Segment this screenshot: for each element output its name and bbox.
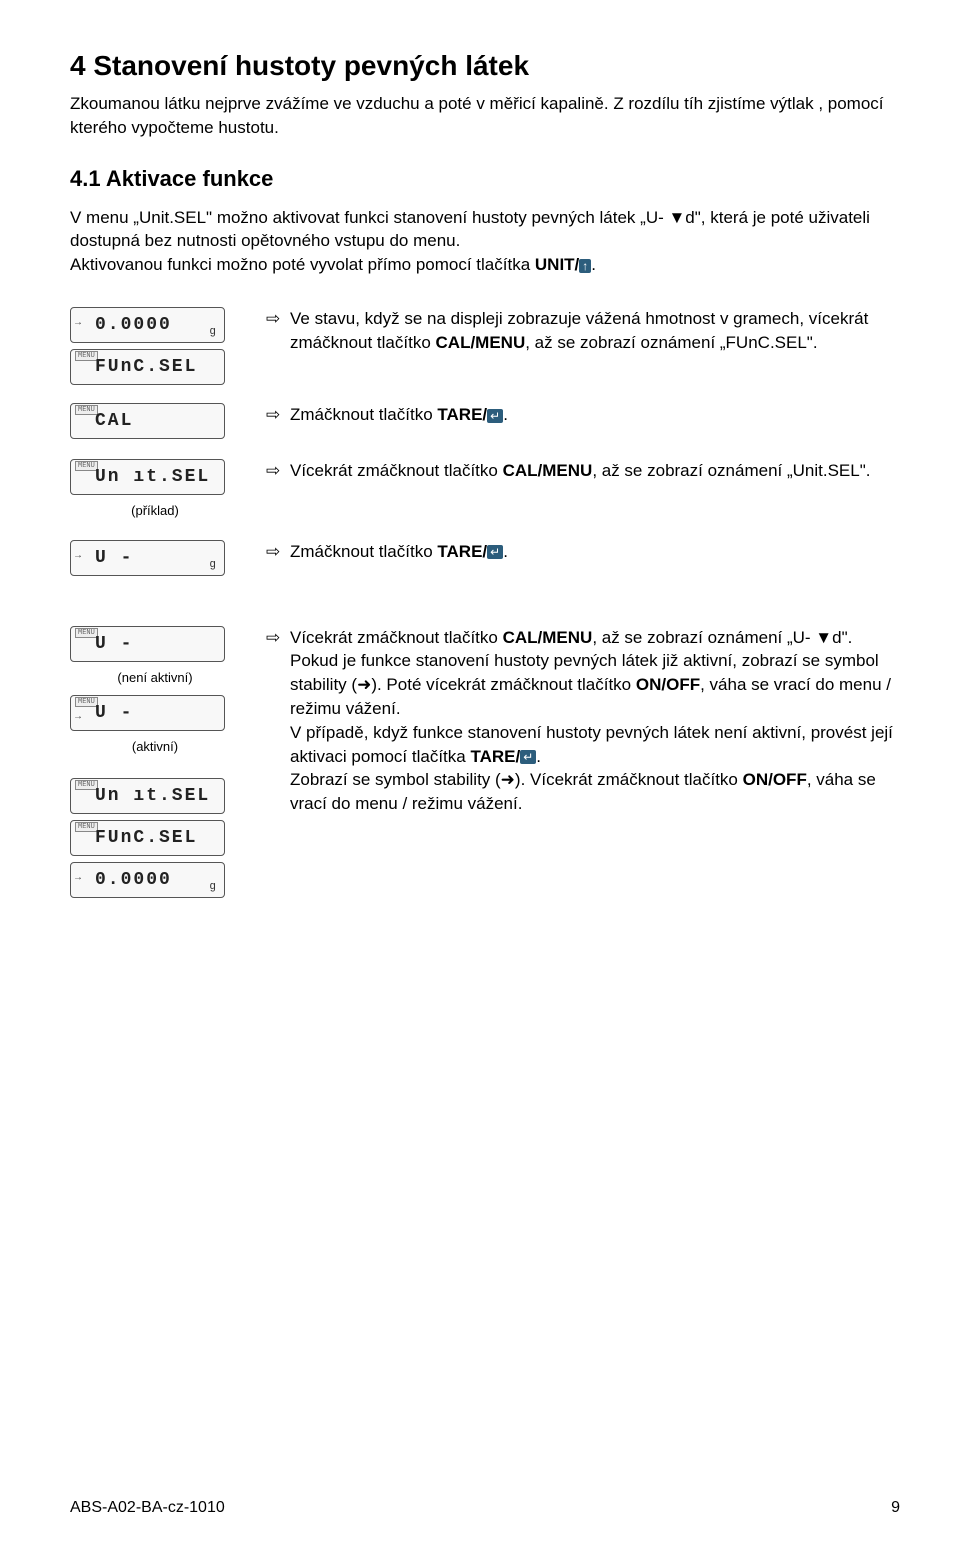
step-row-1: → 0.0000 g MENU FUnC.SEL ⇨ Ve stavu, kdy… [70,307,900,385]
lcd-column: MENU U - (není aktivní) MENU → U - (akti… [70,626,240,898]
up-arrow-icon: ↑ [579,259,591,273]
enter-icon: ↵ [487,545,503,559]
step-text: ⇨ Vícekrát zmáčknout tlačítko CAL/MENU, … [240,626,900,830]
activation-text-2-pre: Aktivovanou funkci možno poté vyvolat př… [70,255,535,274]
intro-paragraph: Zkoumanou látku nejprve zvážíme ve vzduc… [70,92,900,140]
lcd-column: → U - g [70,540,240,576]
bullet-arrow-icon: ⇨ [266,540,290,564]
lcd-display-unitsel: MENU Un ıt.SEL [70,459,225,495]
step5-text: Vícekrát zmáčknout tlačítko CAL/MENU, až… [290,626,900,816]
lcd-display-funcsel-2: MENU FUnC.SEL [70,820,225,856]
step-text: ⇨ Zmáčknout tlačítko TARE/↵. [240,540,900,578]
step-text: ⇨ Vícekrát zmáčknout tlačítko CAL/MENU, … [240,459,900,497]
lcd-display-unitsel-2: MENU Un ıt.SEL [70,778,225,814]
step-text: ⇨ Ve stavu, když se na displeji zobrazuj… [240,307,900,369]
step2-text: Zmáčknout tlačítko TARE/↵. [290,403,508,427]
step-row-5: MENU U - (není aktivní) MENU → U - (akti… [70,626,900,898]
activation-text-1: V menu „Unit.SEL" možno aktivovat funkci… [70,208,870,251]
lcd-column: MENU CAL [70,403,240,439]
page-footer: ABS-A02-BA-cz-1010 9 [70,1499,900,1517]
lcd-column: → 0.0000 g MENU FUnC.SEL [70,307,240,385]
footer-page-number: 9 [891,1499,900,1517]
step-text: ⇨ Zmáčknout tlačítko TARE/↵. [240,403,900,441]
step-row-2: MENU CAL ⇨ Zmáčknout tlačítko TARE/↵. [70,403,900,441]
unit-key-label: UNIT/ [535,255,579,274]
subsection-heading: 4.1 Aktivace funkce [70,166,900,192]
step1-text: Ve stavu, když se na displeji zobrazuje … [290,307,900,355]
section-heading: 4 Stanovení hustoty pevných látek [70,50,900,82]
lcd-caption-example: (příklad) [70,503,240,518]
lcd-display-u-g: → U - g [70,540,225,576]
bullet-arrow-icon: ⇨ [266,626,290,816]
bullet-arrow-icon: ⇨ [266,403,290,427]
document-page: 4 Stanovení hustoty pevných látek Zkouma… [0,0,960,1547]
lcd-display-zero: → 0.0000 g [70,307,225,343]
lcd-caption-not-active: (není aktivní) [70,670,240,685]
footer-doc-id: ABS-A02-BA-cz-1010 [70,1499,225,1517]
step3-text: Vícekrát zmáčknout tlačítko CAL/MENU, až… [290,459,870,483]
step-row-3: MENU Un ıt.SEL (příklad) ⇨ Vícekrát zmáč… [70,459,900,522]
lcd-caption-active: (aktivní) [70,739,240,754]
bullet-arrow-icon: ⇨ [266,307,290,355]
lcd-display-cal: MENU CAL [70,403,225,439]
lcd-display-zero-2: → 0.0000 g [70,862,225,898]
enter-icon: ↵ [487,409,503,423]
bullet-arrow-icon: ⇨ [266,459,290,483]
lcd-display-u-inactive: MENU U - [70,626,225,662]
step-row-4: → U - g ⇨ Zmáčknout tlačítko TARE/↵. [70,540,900,578]
lcd-column: MENU Un ıt.SEL (příklad) [70,459,240,522]
activation-paragraph: V menu „Unit.SEL" možno aktivovat funkci… [70,206,900,277]
step4-text: Zmáčknout tlačítko TARE/↵. [290,540,508,564]
lcd-display-funcsel: MENU FUnC.SEL [70,349,225,385]
lcd-display-u-active: MENU → U - [70,695,225,731]
